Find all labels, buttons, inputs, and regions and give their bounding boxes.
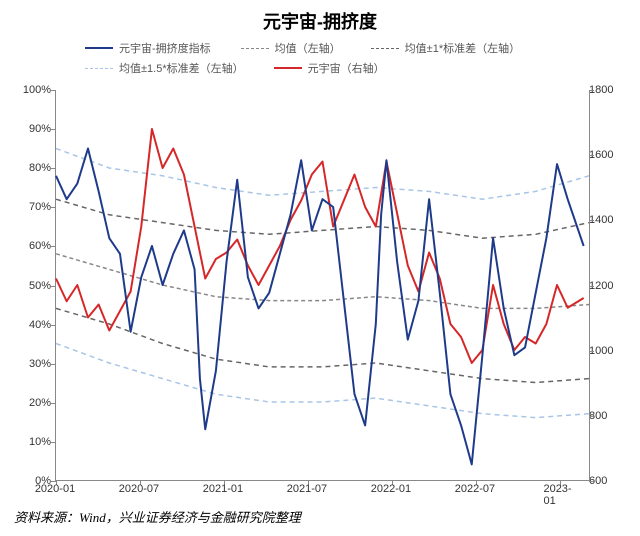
x-tick-label: 2020-07: [119, 483, 159, 495]
y-right-tick-label: 1200: [589, 280, 634, 292]
x-tick-label: 2022-01: [371, 483, 411, 495]
legend-item: 元宇宙-拥挤度指标: [85, 40, 211, 56]
y-right-tick-label: 1800: [589, 84, 634, 96]
y-right-tick-label: 800: [589, 410, 634, 422]
y-left-axis-labels: 0%10%20%30%40%50%60%70%80%90%100%: [6, 90, 51, 481]
y-right-tick-label: 600: [589, 475, 634, 487]
legend-item: 均值±1.5*标准差（左轴）: [85, 60, 244, 76]
y-right-tick-label: 1000: [589, 345, 634, 357]
x-axis-labels: 2020-012020-072021-012021-072022-012022-…: [55, 483, 590, 498]
y-left-tick-label: 90%: [6, 123, 51, 135]
chart-container: 元宇宙-拥挤度 元宇宙-拥挤度指标 均值（左轴） 均值±1*标准差（左轴） 均值±1.…: [0, 0, 640, 536]
chart-title: 元宇宙-拥挤度: [0, 0, 640, 34]
y-left-tick-label: 10%: [6, 436, 51, 448]
y-left-tick-label: 50%: [6, 280, 51, 292]
y-right-tick-label: 1600: [589, 149, 634, 161]
x-tick-label: 2021-01: [203, 483, 243, 495]
y-left-tick-label: 100%: [6, 84, 51, 96]
source-text: 资料来源：Wind，兴业证券经济与金融研究院整理: [14, 507, 301, 526]
x-tick-label: 2020-01: [35, 483, 75, 495]
legend-item: 均值（左轴）: [241, 40, 341, 56]
y-right-tick-label: 1400: [589, 214, 634, 226]
plot-area: [55, 90, 590, 481]
y-left-tick-label: 40%: [6, 319, 51, 331]
legend-item: 元宇宙（右轴）: [274, 60, 385, 76]
legend-item: 均值±1*标准差（左轴）: [371, 40, 520, 56]
y-left-tick-label: 70%: [6, 201, 51, 213]
x-tick-label: 2023-01: [543, 483, 574, 507]
y-left-tick-label: 80%: [6, 162, 51, 174]
y-left-tick-label: 30%: [6, 358, 51, 370]
y-right-axis-labels: 60080010001200140016001800: [589, 90, 634, 481]
chart-legend: 元宇宙-拥挤度指标 均值（左轴） 均值±1*标准差（左轴） 均值±1.5*标准差（左轴…: [85, 40, 590, 80]
x-tick-label: 2022-07: [455, 483, 495, 495]
y-left-tick-label: 60%: [6, 240, 51, 252]
y-left-tick-label: 20%: [6, 397, 51, 409]
chart-lines: [56, 90, 589, 480]
x-tick-label: 2021-07: [287, 483, 327, 495]
